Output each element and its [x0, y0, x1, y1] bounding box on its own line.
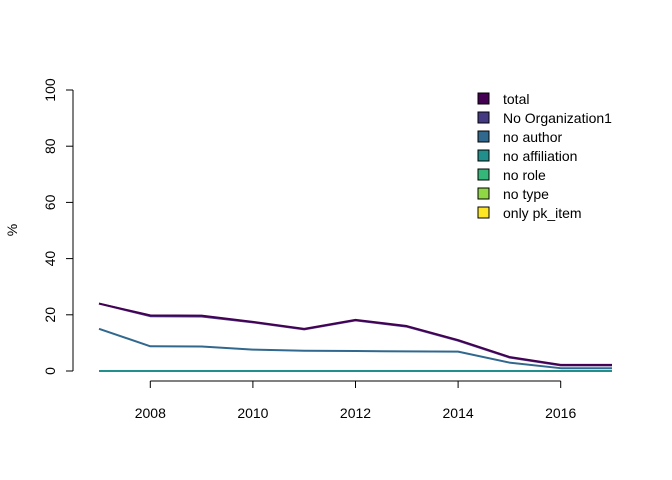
legend-swatch — [477, 206, 490, 219]
y-tick-label: 0 — [42, 367, 58, 375]
legend-swatch — [477, 111, 490, 124]
y-axis: 0 20 40 60 80 100 — [42, 78, 74, 375]
x-tick-label: 2014 — [443, 405, 474, 421]
x-axis: 2008 2010 2012 2014 2016 — [135, 380, 576, 421]
legend-label: total — [503, 91, 529, 107]
y-tick-label: 60 — [42, 194, 58, 210]
legend-label: no author — [503, 129, 562, 145]
legend-swatch — [477, 149, 490, 162]
x-tick-label: 2012 — [340, 405, 371, 421]
legend-swatch — [477, 187, 490, 200]
legend-label: No Organization1 — [503, 110, 612, 126]
x-tick-label: 2016 — [545, 405, 576, 421]
y-axis-label: % — [4, 224, 20, 236]
legend-swatch — [477, 168, 490, 181]
legend-label: no affiliation — [503, 148, 577, 164]
x-tick-label: 2010 — [237, 405, 268, 421]
y-tick-label: 80 — [42, 138, 58, 154]
series-line-total — [98, 302, 612, 366]
y-tick-label: 40 — [42, 251, 58, 267]
y-tick-label: 100 — [42, 78, 58, 102]
legend-swatch — [477, 130, 490, 143]
legend: total No Organization1 no author no affilia… — [477, 91, 612, 221]
legend-label: no type — [503, 186, 549, 202]
legend-label: only pk_item — [503, 205, 582, 221]
legend-swatch — [477, 92, 490, 105]
y-tick-label: 20 — [42, 307, 58, 323]
series-line-no-organization1 — [98, 302, 612, 367]
x-tick-label: 2008 — [135, 405, 166, 421]
legend-label: no role — [503, 167, 546, 183]
series-lines — [98, 302, 612, 372]
series-line-no-author — [98, 327, 612, 370]
